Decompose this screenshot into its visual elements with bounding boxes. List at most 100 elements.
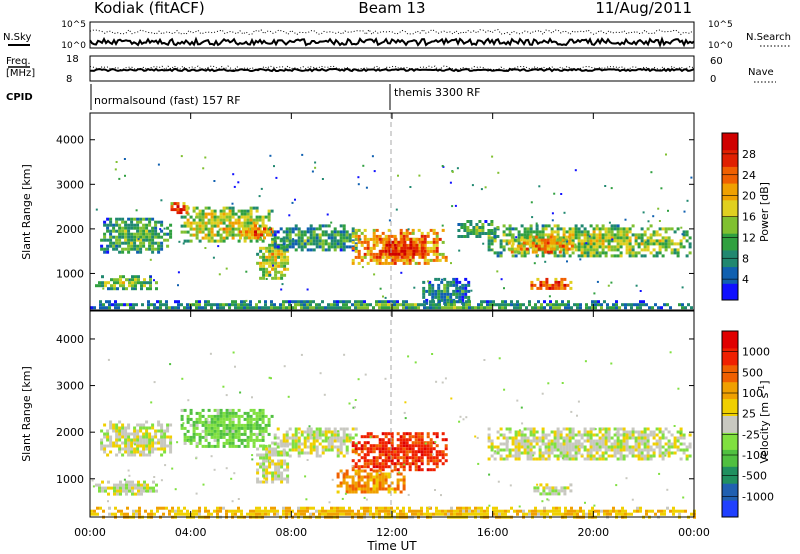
data-cell bbox=[312, 239, 316, 243]
data-cell bbox=[541, 236, 545, 240]
data-cell bbox=[176, 202, 180, 206]
data-cell bbox=[283, 444, 287, 448]
data-cell bbox=[565, 427, 569, 431]
data-cell bbox=[285, 233, 289, 237]
data-cell bbox=[422, 286, 426, 290]
data-cell bbox=[137, 489, 140, 493]
data-cell bbox=[499, 442, 503, 446]
data-cell bbox=[574, 433, 578, 437]
data-cell bbox=[107, 480, 110, 484]
data-cell bbox=[502, 448, 506, 452]
data-cell bbox=[640, 430, 644, 434]
data-cell bbox=[423, 243, 427, 247]
data-cell bbox=[556, 454, 560, 458]
data-cell bbox=[288, 245, 292, 249]
data-cell bbox=[207, 512, 210, 516]
data-cell bbox=[119, 278, 122, 282]
data-cell bbox=[339, 306, 342, 310]
data-cell bbox=[119, 281, 122, 285]
data-cell bbox=[237, 438, 241, 442]
data-cell bbox=[321, 448, 325, 452]
data-cell bbox=[469, 229, 473, 232]
data-cell bbox=[207, 233, 211, 237]
data-cell bbox=[601, 251, 605, 255]
data-cell bbox=[169, 223, 173, 227]
data-cell bbox=[567, 306, 570, 310]
data-cell bbox=[312, 230, 316, 234]
data-cell bbox=[255, 438, 259, 442]
data-cell bbox=[637, 448, 641, 452]
data-cell bbox=[531, 216, 534, 219]
data-cell bbox=[553, 430, 557, 434]
data-cell bbox=[176, 205, 180, 209]
data-cell bbox=[556, 233, 560, 237]
data-cell bbox=[101, 275, 104, 279]
data-cell bbox=[246, 411, 250, 415]
data-cell bbox=[458, 280, 462, 284]
data-cell bbox=[360, 456, 364, 460]
data-cell bbox=[174, 488, 177, 491]
data-cell bbox=[517, 242, 521, 246]
data-cell bbox=[369, 436, 372, 439]
data-cell bbox=[536, 483, 539, 486]
data-cell bbox=[461, 295, 465, 299]
data-cell bbox=[160, 447, 164, 451]
data-cell bbox=[531, 235, 535, 239]
data-cell bbox=[252, 408, 256, 412]
data-cell bbox=[684, 306, 687, 310]
data-cell bbox=[405, 228, 409, 232]
data-cell bbox=[133, 223, 137, 227]
data-cell bbox=[488, 504, 491, 507]
data-cell bbox=[435, 306, 438, 310]
data-cell bbox=[636, 306, 639, 310]
data-cell bbox=[625, 242, 629, 246]
data-cell bbox=[541, 433, 545, 437]
data-cell bbox=[577, 245, 581, 249]
data-cell bbox=[216, 509, 219, 513]
data-cell bbox=[282, 245, 286, 249]
data-cell bbox=[149, 275, 152, 278]
data-cell bbox=[422, 280, 426, 284]
data-cell bbox=[655, 439, 659, 443]
data-cell bbox=[189, 233, 193, 237]
data-cell bbox=[420, 438, 424, 442]
data-cell bbox=[566, 486, 570, 490]
data-cell bbox=[429, 453, 433, 457]
data-cell bbox=[225, 467, 228, 470]
data-cell bbox=[502, 433, 506, 437]
data-cell bbox=[388, 252, 392, 256]
data-cell bbox=[246, 212, 250, 216]
data-cell bbox=[508, 227, 512, 231]
data-cell bbox=[139, 238, 143, 242]
data-cell bbox=[268, 252, 272, 256]
data-cell bbox=[583, 433, 587, 437]
data-cell bbox=[333, 227, 337, 231]
data-cell bbox=[375, 456, 379, 460]
data-cell bbox=[217, 245, 220, 248]
data-cell bbox=[345, 300, 348, 304]
data-cell bbox=[234, 218, 238, 222]
data-cell bbox=[404, 401, 407, 404]
data-cell bbox=[151, 232, 155, 236]
data-cell bbox=[394, 252, 398, 256]
data-cell bbox=[549, 300, 552, 304]
data-cell bbox=[357, 484, 361, 488]
data-cell bbox=[166, 244, 170, 248]
data-cell bbox=[263, 224, 266, 228]
data-cell bbox=[606, 512, 609, 516]
data-cell bbox=[189, 441, 193, 445]
data-cell bbox=[103, 247, 107, 251]
data-cell bbox=[461, 298, 465, 302]
data-cell bbox=[222, 385, 225, 388]
data-cell bbox=[142, 223, 146, 227]
data-cell bbox=[471, 512, 474, 516]
data-cell bbox=[541, 451, 545, 455]
data-cell bbox=[267, 417, 271, 421]
data-cell bbox=[431, 292, 435, 296]
data-cell bbox=[232, 351, 235, 354]
data-cell bbox=[577, 254, 581, 258]
data-cell bbox=[339, 439, 343, 443]
data-cell bbox=[336, 436, 340, 440]
data-cell bbox=[357, 481, 361, 485]
